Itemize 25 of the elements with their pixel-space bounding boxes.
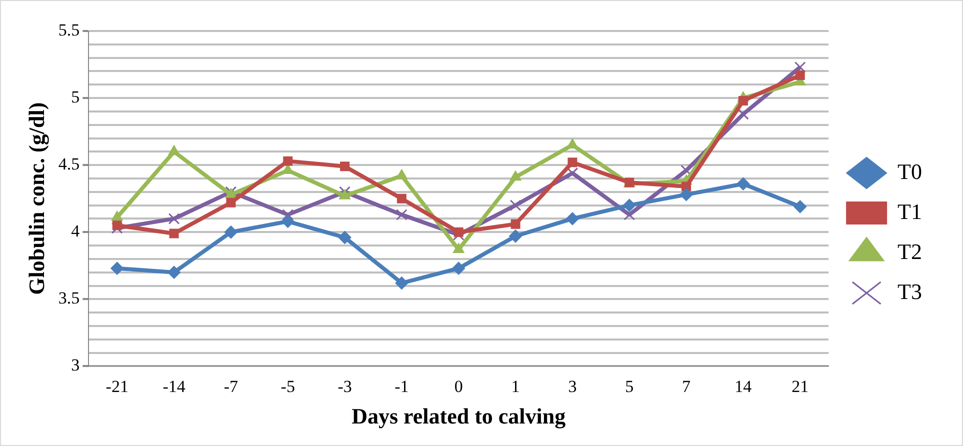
x-tick-label: -21 <box>106 376 128 396</box>
x-tick-label: -14 <box>162 376 186 396</box>
legend-label: T0 <box>898 158 922 184</box>
x-tick-label: 5 <box>625 376 634 396</box>
x-tick-label: 21 <box>792 376 809 396</box>
x-tick-label: -1 <box>394 376 409 396</box>
y-tick-label: 5 <box>71 88 80 107</box>
x-tick-label: 7 <box>682 376 692 396</box>
y-tick-label: 5.5 <box>58 20 80 40</box>
x-tick-label: 1 <box>511 376 520 396</box>
y-tick-label: 3.5 <box>58 288 80 308</box>
x-tick-label: -7 <box>224 376 239 396</box>
legend-label: T1 <box>898 198 922 224</box>
x-axis-title: Days related to calving <box>352 403 566 428</box>
legend-label: T3 <box>898 278 922 304</box>
x-tick-label: 14 <box>734 376 752 396</box>
y-tick-label: 4.5 <box>58 154 80 174</box>
x-tick-label: 3 <box>568 376 577 396</box>
y-tick-label: 3 <box>71 356 80 375</box>
y-axis-title: Globulin conc. (g/dl) <box>24 102 49 295</box>
x-tick-label: 0 <box>454 376 463 396</box>
y-tick-label: 4 <box>71 222 80 241</box>
x-tick-label: -5 <box>280 376 295 396</box>
x-tick-label: -3 <box>338 376 352 396</box>
legend-label: T2 <box>898 238 922 264</box>
